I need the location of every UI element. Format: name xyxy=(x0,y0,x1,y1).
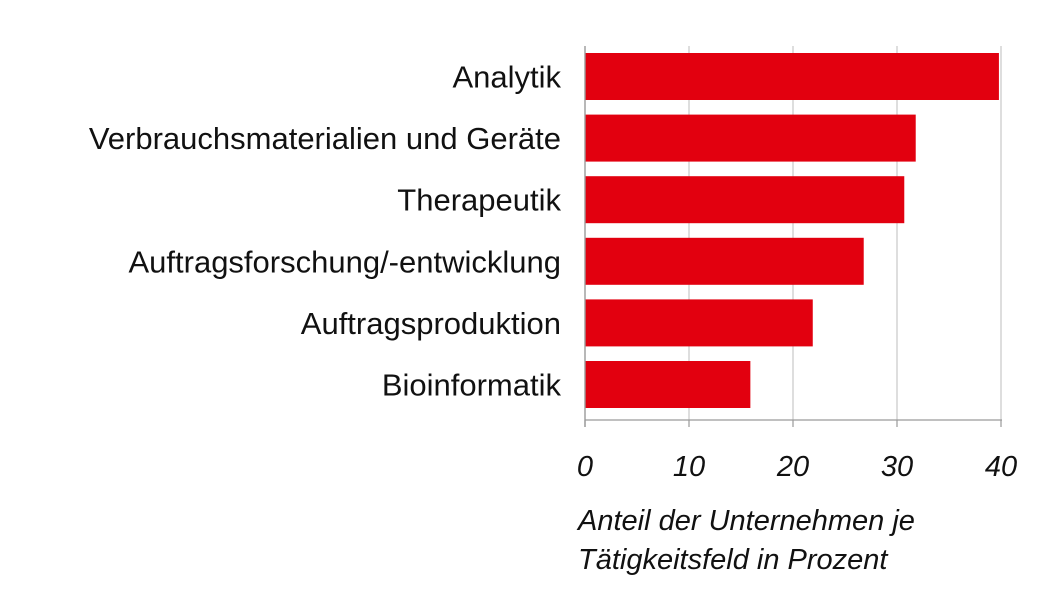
bar xyxy=(585,237,864,285)
x-tick-label: 0 xyxy=(577,451,593,483)
x-axis-title-line-2: Tätigkeitsfeld in Prozent xyxy=(578,544,889,576)
x-tick-label: 30 xyxy=(881,451,913,483)
bar xyxy=(585,176,905,224)
bar xyxy=(585,299,813,347)
x-axis xyxy=(584,46,1002,427)
bar xyxy=(585,114,916,162)
x-tick-label: 20 xyxy=(776,451,809,483)
x-tick-labels: 0 10 20 30 40 xyxy=(577,451,1017,483)
category-label: Therapeutik xyxy=(397,183,561,218)
category-label: Bioinformatik xyxy=(382,368,562,403)
bars xyxy=(585,53,999,408)
category-label: Auftragsforschung/-entwicklung xyxy=(128,244,561,279)
category-label: Verbrauchsmaterialien und Geräte xyxy=(89,121,561,156)
x-tick-label: 40 xyxy=(985,451,1017,483)
x-tick-label: 10 xyxy=(673,451,705,483)
gridlines xyxy=(688,46,1002,420)
category-label: Analytik xyxy=(452,60,561,95)
bar xyxy=(585,53,999,100)
category-labels: Analytik Verbrauchsmaterialien und Geräte… xyxy=(89,60,562,403)
x-axis-title-line-1: Anteil der Unternehmen je xyxy=(576,505,915,537)
bar xyxy=(585,361,751,408)
category-label: Auftragsproduktion xyxy=(301,306,561,341)
